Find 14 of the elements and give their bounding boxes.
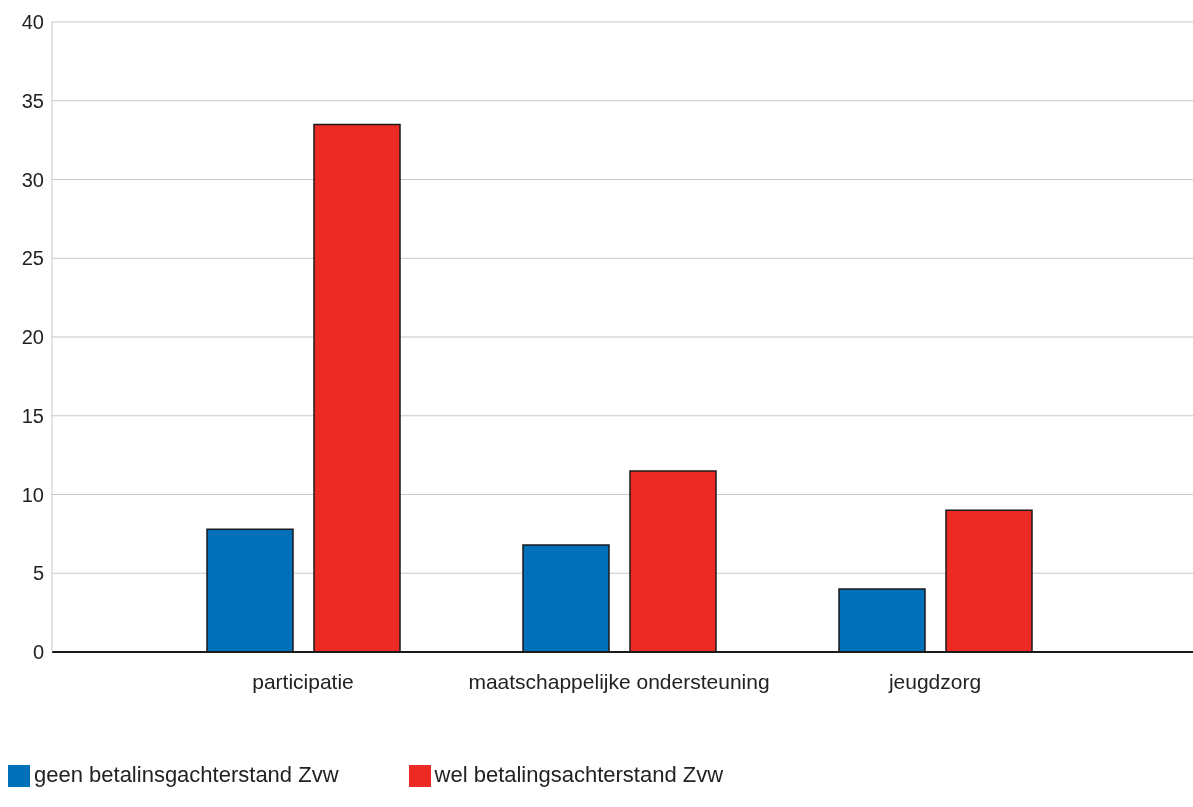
- y-tick-label: 5: [32, 562, 44, 585]
- y-tick-label: 35: [21, 89, 44, 112]
- x-tick-label: jeugdzorg: [887, 669, 982, 693]
- x-tick-label: maatschappelijke ondersteuning: [468, 669, 770, 693]
- y-tick-label: 10: [21, 483, 44, 506]
- legend-label: geen betalinsgachterstand Zvw: [34, 762, 339, 787]
- legend-label: wel betalingsachterstand Zvw: [434, 762, 724, 787]
- y-tick-label: 25: [21, 247, 44, 270]
- y-tick-label: 0: [32, 641, 44, 664]
- y-tick-label: 20: [21, 326, 44, 349]
- y-tick-label: 15: [21, 404, 44, 427]
- x-tick-label: participatie: [252, 669, 354, 693]
- y-tick-label: 40: [21, 11, 44, 34]
- y-tick-label: 30: [21, 168, 44, 191]
